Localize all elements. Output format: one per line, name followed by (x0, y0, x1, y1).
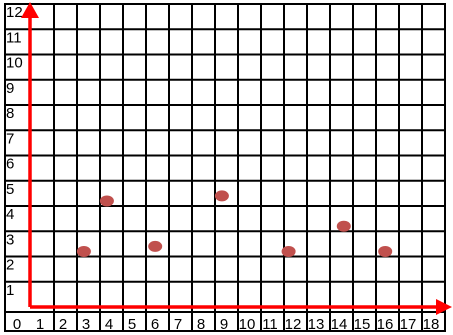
data-point (281, 245, 296, 257)
x-tick-labels: 0 1 2 3 4 5 6 7 8 9 10 11 12 13 14 15 16 17 18 (13, 316, 440, 333)
y-tick-label: 12 (6, 4, 23, 21)
x-tick-label: 10 (239, 316, 256, 333)
data-point (378, 245, 393, 257)
chart-frame (4, 3, 446, 332)
x-tick-label: 9 (220, 316, 228, 333)
x-tick-label: 0 (13, 316, 21, 333)
x-tick-label: 12 (285, 316, 302, 333)
data-points (76, 190, 393, 257)
x-tick-label: 11 (262, 316, 278, 333)
data-point (336, 220, 351, 232)
x-tick-label: 17 (400, 316, 417, 333)
y-tick-label: 9 (6, 80, 14, 97)
y-tick-label: 11 (6, 29, 22, 46)
x-tick-label: 8 (197, 316, 205, 333)
y-axis-arrow (21, 2, 39, 18)
data-point (99, 195, 114, 207)
data-point (76, 245, 91, 257)
y-tick-label: 2 (6, 257, 14, 274)
y-tick-label: 8 (6, 105, 14, 122)
chart-axes (21, 2, 452, 315)
y-tick-label: 6 (6, 156, 14, 173)
x-tick-label: 1 (36, 316, 44, 333)
y-tick-label: 5 (6, 181, 14, 198)
data-point (214, 190, 229, 202)
x-tick-label: 14 (331, 316, 348, 333)
data-point (148, 240, 163, 252)
x-tick-label: 2 (59, 316, 67, 333)
x-tick-label: 18 (423, 316, 440, 333)
y-tick-label: 10 (6, 55, 23, 72)
x-axis-arrow (436, 299, 452, 315)
y-tick-label: 1 (6, 282, 14, 299)
chart-grid (4, 3, 446, 332)
x-tick-label: 7 (174, 316, 182, 333)
x-tick-label: 6 (151, 316, 159, 333)
x-tick-label: 4 (105, 316, 113, 333)
x-tick-label: 5 (128, 316, 136, 333)
x-tick-label: 15 (354, 316, 371, 333)
x-tick-label: 16 (377, 316, 394, 333)
x-tick-label: 13 (308, 316, 325, 333)
y-tick-label: 4 (6, 206, 14, 223)
x-tick-label: 3 (82, 316, 90, 333)
y-tick-label: 3 (6, 231, 14, 248)
y-tick-label: 7 (6, 130, 14, 147)
